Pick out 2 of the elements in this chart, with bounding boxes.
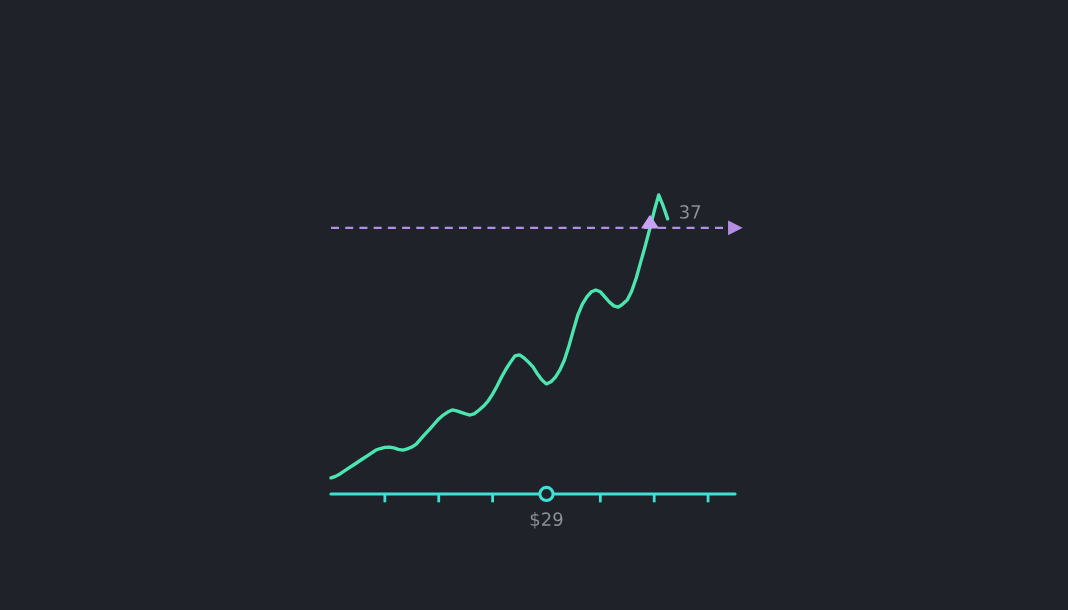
- annotation: 37: [680, 205, 701, 219]
- text: $29: [530, 512, 563, 529]
